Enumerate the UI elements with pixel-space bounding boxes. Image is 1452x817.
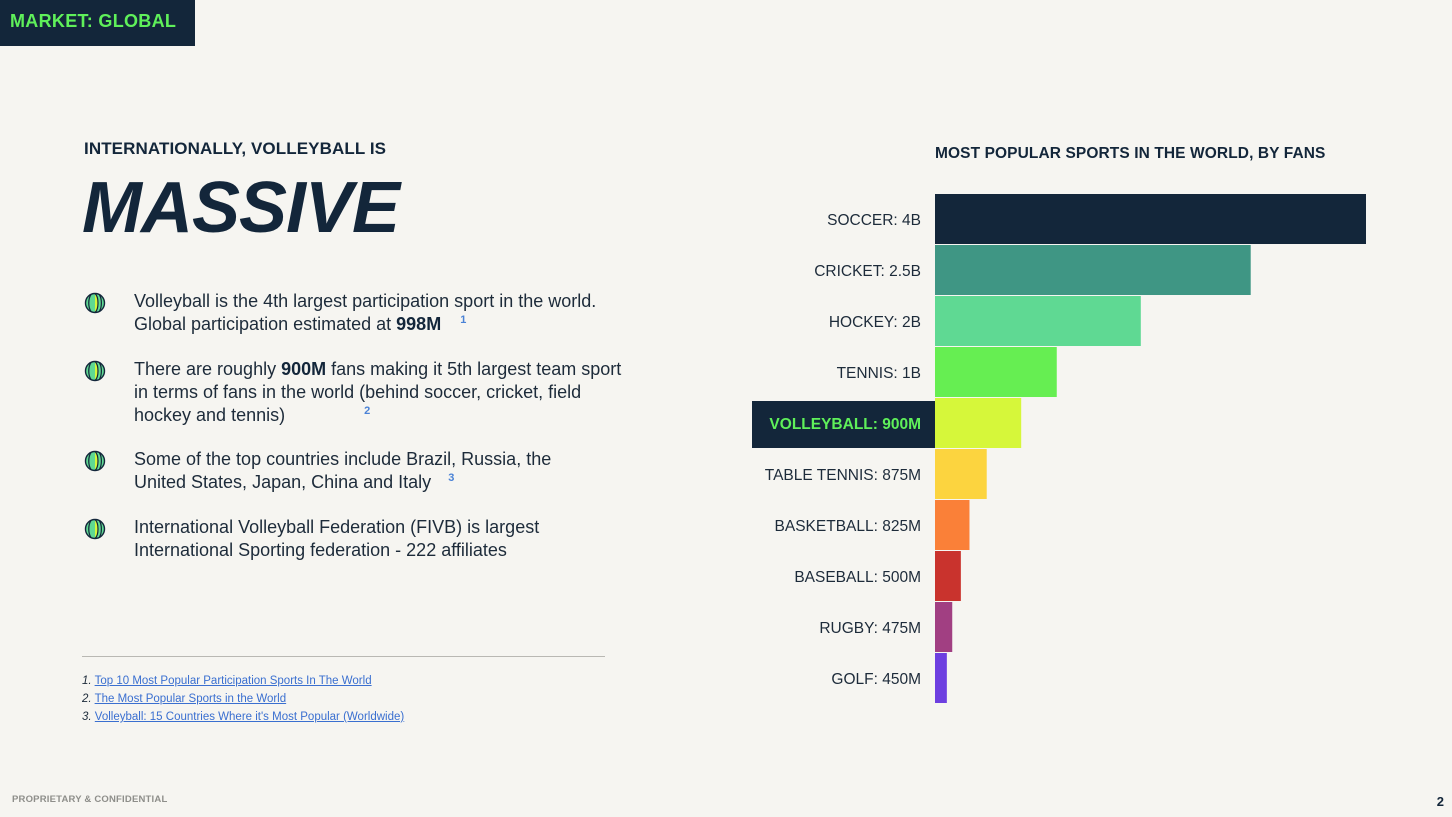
highlight-label-background — [752, 401, 935, 448]
bar-label-cricket: CRICKET: 2.5B — [814, 263, 921, 280]
bar-label-volleyball: VOLLEYBALL: 900M — [769, 416, 921, 433]
bar-baseball — [935, 551, 961, 601]
headline: MASSIVE — [82, 168, 400, 248]
bar-cricket — [935, 245, 1251, 295]
reference-marker: 2 — [364, 405, 371, 417]
reference-marker: 3 — [448, 472, 455, 484]
bar-hockey — [935, 296, 1141, 346]
page-number: 2 — [1436, 794, 1444, 809]
footnote-item: 1. Top 10 Most Popular Participation Spo… — [82, 675, 372, 687]
bar-soccer — [935, 194, 1366, 244]
bar-label-table-tennis: TABLE TENNIS: 875M — [765, 467, 921, 484]
bullet-text: There are roughly 900M fans making it 5t… — [134, 359, 622, 425]
market-tag: MARKET: GLOBAL — [0, 0, 195, 46]
bar-basketball — [935, 500, 970, 550]
bar-label-soccer: SOCCER: 4B — [827, 212, 921, 229]
bar-volleyball — [935, 398, 1022, 448]
chart-title: MOST POPULAR SPORTS IN THE WORLD, BY FAN… — [935, 145, 1326, 162]
bar-golf — [935, 653, 947, 703]
volleyball-icon — [84, 450, 106, 472]
bar-label-rugby: RUGBY: 475M — [819, 620, 921, 637]
bar-label-hockey: HOCKEY: 2B — [829, 314, 921, 331]
volleyball-icon — [84, 292, 106, 314]
footnote-item: 3. Volleyball: 15 Countries Where it's M… — [82, 711, 405, 723]
footnote-link[interactable]: The Most Popular Sports in the World — [94, 693, 287, 705]
volleyball-icon — [84, 518, 106, 540]
bullet-text: International Volleyball Federation (FIV… — [134, 517, 540, 560]
footnote-link[interactable]: Top 10 Most Popular Participation Sports… — [94, 675, 372, 687]
bar-label-golf: GOLF: 450M — [831, 671, 921, 688]
bar-table-tennis — [935, 449, 987, 499]
bar-tennis — [935, 347, 1057, 397]
confidential-label: PROPRIETARY & CONFIDENTIAL — [12, 794, 168, 805]
bar-label-tennis: TENNIS: 1B — [837, 365, 921, 382]
footnote-item: 2. The Most Popular Sports in the World — [82, 693, 287, 705]
bullet-text: Some of the top countries include Brazil… — [134, 449, 552, 492]
bar-label-baseball: BASEBALL: 500M — [794, 569, 921, 586]
bar-chart: SOCCER: 4B CRICKET: 2.5B HOCKEY: 2B TENNIS:… — [752, 194, 1366, 703]
kicker-heading: INTERNATIONALLY, VOLLEYBALL IS — [84, 139, 387, 158]
bullet-text: Volleyball is the 4th largest participat… — [134, 291, 597, 334]
bar-rugby — [935, 602, 953, 652]
reference-marker: 1 — [460, 314, 467, 326]
footnote-divider — [82, 656, 605, 657]
bar-label-basketball: BASKETBALL: 825M — [775, 518, 921, 535]
footnotes: 1. Top 10 Most Popular Participation Spo… — [82, 672, 404, 726]
footnote-link[interactable]: Volleyball: 15 Countries Where it's Most… — [94, 711, 405, 723]
volleyball-icon — [84, 360, 106, 382]
